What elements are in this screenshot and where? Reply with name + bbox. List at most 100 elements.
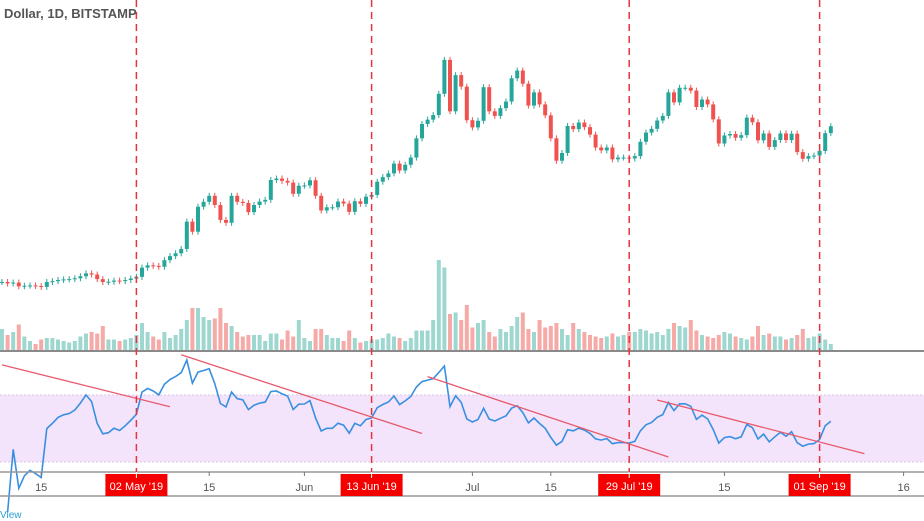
volume-bar bbox=[128, 338, 133, 350]
volume-bar bbox=[168, 338, 172, 350]
candle-body bbox=[436, 93, 441, 116]
volume-bar bbox=[263, 341, 268, 350]
candle-body bbox=[571, 125, 576, 130]
candle-body bbox=[162, 260, 167, 267]
candle-body bbox=[313, 180, 318, 196]
volume-bar bbox=[358, 342, 363, 350]
candle-body bbox=[761, 133, 766, 141]
volume-bar bbox=[470, 327, 475, 350]
volume-bar bbox=[162, 332, 167, 350]
volume-bar bbox=[56, 339, 60, 350]
volume-bar bbox=[711, 338, 716, 350]
candle-body bbox=[442, 59, 447, 94]
volume-bar bbox=[274, 333, 279, 350]
time-tick-label: 16 bbox=[897, 482, 909, 494]
volume-bar bbox=[700, 335, 704, 350]
candle-body bbox=[509, 78, 514, 102]
event-label: 02 May '19 bbox=[110, 481, 163, 493]
volume-bar bbox=[582, 332, 587, 350]
volume-bar bbox=[252, 335, 256, 350]
volume-bar bbox=[823, 339, 828, 350]
volume-bar bbox=[0, 329, 4, 350]
event-label-box bbox=[788, 474, 851, 496]
chart-title: Dollar, 1D, BITSTAMP bbox=[4, 6, 137, 21]
volume-bar bbox=[257, 335, 262, 350]
candle-body bbox=[778, 133, 783, 141]
candle-body bbox=[588, 127, 592, 135]
candle-body bbox=[341, 201, 346, 204]
candle-body bbox=[487, 87, 492, 112]
volume-bar bbox=[291, 336, 296, 350]
volume-bar bbox=[5, 335, 10, 350]
candle-body bbox=[784, 133, 788, 141]
volume-bar bbox=[616, 336, 620, 350]
candle-body bbox=[246, 202, 251, 213]
candle-body bbox=[28, 285, 32, 287]
volume-bar bbox=[812, 336, 816, 350]
volume-bar bbox=[750, 336, 755, 350]
candle-body bbox=[504, 101, 508, 109]
candle-body bbox=[291, 182, 296, 194]
candle-body bbox=[285, 180, 290, 183]
volume-bar bbox=[218, 308, 223, 350]
volume-bar bbox=[784, 339, 788, 350]
candle-body bbox=[599, 147, 604, 151]
volume-bar bbox=[677, 326, 682, 350]
volume-bar bbox=[229, 326, 234, 350]
time-tick-label: 15 bbox=[718, 482, 730, 494]
candle-body bbox=[431, 115, 436, 120]
volume-bar bbox=[604, 336, 609, 350]
candle-body bbox=[324, 207, 329, 211]
candle-body bbox=[560, 152, 564, 161]
candle-body bbox=[61, 279, 66, 281]
volume-bar bbox=[515, 317, 520, 350]
time-tick-label: 15 bbox=[203, 482, 215, 494]
candle-body bbox=[722, 135, 727, 144]
volume-bar bbox=[526, 329, 531, 350]
volume-bar bbox=[532, 332, 536, 350]
candle-body bbox=[520, 70, 525, 84]
candle-body bbox=[280, 178, 284, 181]
candle-body bbox=[750, 117, 755, 123]
volume-bar bbox=[644, 330, 648, 350]
candle-body bbox=[72, 278, 77, 280]
volume-bar bbox=[403, 341, 408, 350]
event-label: 01 Sep '19 bbox=[793, 481, 845, 493]
volume-bar bbox=[179, 329, 184, 350]
candle-body bbox=[705, 99, 710, 105]
candle-body bbox=[576, 122, 581, 130]
candle-body bbox=[128, 278, 133, 280]
volume-bar bbox=[666, 329, 671, 350]
volume-bar bbox=[140, 323, 144, 350]
candle-body bbox=[78, 276, 83, 279]
volume-bar bbox=[173, 335, 178, 350]
candle-body bbox=[565, 125, 570, 153]
candle-body bbox=[593, 134, 598, 148]
candle-body bbox=[89, 273, 94, 275]
volume-bar bbox=[436, 260, 441, 350]
volume-bar bbox=[509, 326, 514, 350]
event-label-box bbox=[105, 474, 168, 496]
candle-body bbox=[610, 147, 615, 160]
candle-body bbox=[604, 147, 609, 151]
volume-bar bbox=[184, 320, 189, 350]
candle-body bbox=[106, 281, 111, 283]
candle-body bbox=[812, 155, 816, 157]
rsi-trendline bbox=[657, 399, 865, 455]
volume-bar bbox=[196, 308, 200, 350]
candle-body bbox=[683, 87, 688, 89]
candle-body bbox=[179, 248, 184, 254]
candle-body bbox=[666, 92, 671, 116]
candle-body bbox=[50, 281, 55, 283]
volume-bar bbox=[212, 318, 217, 350]
volume-bar bbox=[224, 323, 228, 350]
volume-bar bbox=[16, 324, 21, 350]
volume-bar bbox=[548, 326, 553, 350]
volume-bar bbox=[621, 335, 626, 350]
volume-bar bbox=[386, 333, 391, 350]
event-label-box bbox=[340, 474, 403, 496]
candle-body bbox=[828, 126, 833, 134]
brand-link[interactable]: View bbox=[0, 510, 22, 521]
candle-body bbox=[711, 104, 716, 120]
